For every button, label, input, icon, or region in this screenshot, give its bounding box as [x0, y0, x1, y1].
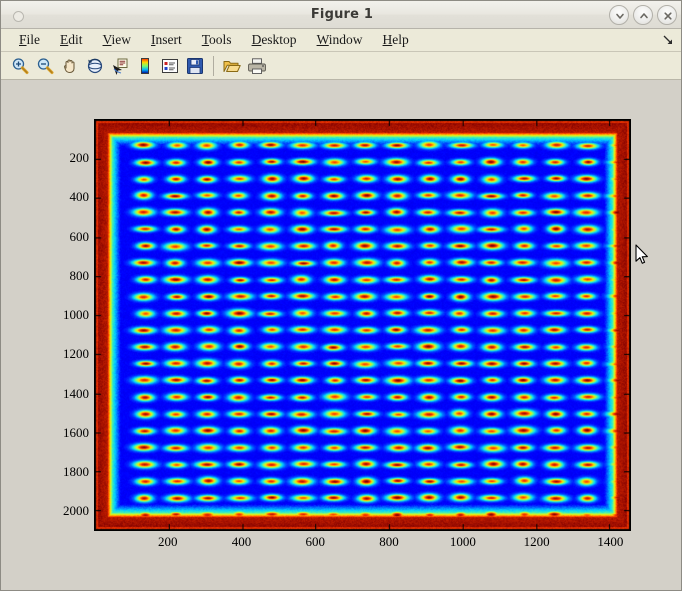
maximize-button[interactable]	[633, 5, 653, 25]
zoom-in-button[interactable]	[8, 54, 32, 78]
menu-item-desktop[interactable]: Desktop	[242, 29, 307, 51]
y-tick-label: 400	[69, 189, 90, 205]
title-bar: Figure 1	[1, 1, 681, 29]
colorbar-icon	[141, 57, 149, 74]
x-tick-label: 1200	[523, 534, 550, 549]
chevron-up-icon	[640, 13, 648, 19]
x-tick-label: 800	[379, 534, 399, 549]
undock-arrow-icon[interactable]	[661, 33, 675, 47]
menu-mnemonic: W	[316, 32, 329, 47]
y-tick-label: 800	[69, 267, 90, 283]
close-x-icon	[664, 12, 672, 20]
legend-icon	[162, 58, 178, 73]
magnifier-minus-icon	[37, 57, 54, 74]
menu-mnemonic: H	[382, 32, 393, 47]
minimize-button[interactable]	[609, 5, 629, 25]
menu-item-edit[interactable]: Edit	[50, 29, 93, 51]
print-button[interactable]	[245, 54, 269, 78]
window-title: Figure 1	[310, 7, 374, 22]
window-menu-icon[interactable]	[13, 11, 24, 22]
menu-mnemonic: D	[251, 32, 262, 47]
menu-item-label: ile	[26, 32, 41, 47]
menu-mnemonic: F	[19, 32, 27, 47]
menu-item-label: nsert	[155, 32, 182, 47]
close-button[interactable]	[657, 5, 677, 25]
y-tick-label: 1000	[63, 307, 89, 323]
y-axis-tick-labels: 200 400 600 800 1000 1200 1400 1600 1800 2000	[41, 119, 89, 531]
chevron-down-icon	[616, 13, 624, 19]
heatmap-image[interactable]	[94, 119, 631, 531]
x-tick-label: 200	[158, 534, 178, 549]
menu-item-label: ools	[209, 32, 232, 47]
menu-item-label: indow	[328, 32, 363, 47]
y-tick-label: 1400	[63, 385, 89, 401]
toolbar-separator	[213, 55, 214, 76]
legend-button[interactable]	[158, 54, 182, 78]
menu-mnemonic: E	[60, 32, 69, 47]
x-tick-label: 1000	[449, 534, 476, 549]
menu-item-label: iew	[111, 32, 131, 47]
menu-item-label: dit	[68, 32, 83, 47]
menu-mnemonic: I	[150, 32, 156, 47]
button-bar: Retry Continue / Finish	[1, 548, 681, 590]
hand-icon	[64, 58, 75, 73]
open-button[interactable]	[220, 54, 244, 78]
y-tick-label: 1800	[63, 464, 89, 480]
y-tick-label: 1200	[63, 346, 89, 362]
menu-item-file[interactable]: File	[9, 29, 50, 51]
y-tick-label: 2000	[63, 503, 89, 519]
menu-item-tools[interactable]: Tools	[192, 29, 242, 51]
zoom-out-button[interactable]	[33, 54, 57, 78]
save-button[interactable]	[183, 54, 207, 78]
open-folder-icon	[223, 60, 241, 72]
data-cursor-icon	[113, 58, 128, 75]
menu-item-window[interactable]: Window	[307, 29, 373, 51]
magnifier-plus-icon	[12, 57, 29, 74]
printer-icon	[248, 57, 266, 74]
window-controls	[609, 5, 677, 25]
toolbar-buttons	[8, 52, 269, 79]
data-cursor-button[interactable]	[108, 54, 132, 78]
x-tick-label: 400	[231, 534, 252, 549]
y-tick-label: 600	[69, 228, 90, 244]
rotate3d-button[interactable]	[83, 54, 107, 78]
x-tick-label: 600	[305, 534, 326, 549]
menu-item-insert[interactable]: Insert	[141, 29, 192, 51]
plot-axes[interactable]	[94, 119, 631, 531]
y-tick-label: 1600	[63, 424, 89, 440]
menu-item-help[interactable]: Help	[373, 29, 419, 51]
figure-canvas-area: 200 400 600 800 1000 1200 1400 1600 1800 2000 200…	[1, 80, 681, 549]
menu-item-label: esktop	[261, 32, 297, 47]
rotate-3d-icon	[87, 58, 103, 73]
menu-mnemonic: T	[201, 32, 210, 47]
figure-toolbar	[1, 52, 681, 80]
menu-mnemonic: V	[102, 32, 112, 47]
menu-bar: File Edit View Insert Tools Desktop Wind…	[1, 29, 681, 52]
menu-item-label: elp	[392, 32, 409, 47]
pan-button[interactable]	[58, 54, 82, 78]
menu-item-view[interactable]: View	[93, 29, 141, 51]
floppy-disk-icon	[187, 57, 203, 74]
x-axis-tick-labels: 200 400 600 800 1000 1200 1400	[94, 534, 631, 554]
y-tick-label: 200	[69, 150, 90, 166]
x-tick-label: 1400	[597, 534, 624, 549]
colorbar-button[interactable]	[133, 54, 157, 78]
menu-items: File Edit View Insert Tools Desktop Wind…	[9, 29, 419, 51]
